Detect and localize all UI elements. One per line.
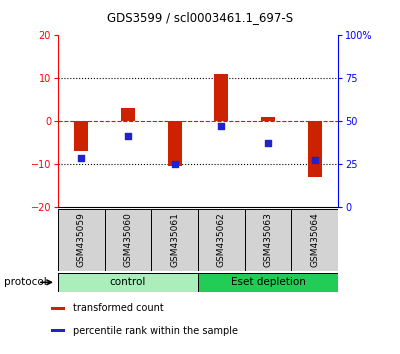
Text: percentile rank within the sample: percentile rank within the sample (73, 326, 238, 336)
Text: Eset depletion: Eset depletion (230, 277, 306, 287)
Bar (261, 117, 275, 121)
Bar (51, 307, 65, 310)
Point (172, 161, 178, 167)
Text: GSM435061: GSM435061 (170, 212, 179, 267)
Bar (214, 74, 228, 121)
Bar (74, 121, 88, 151)
Bar (245, 209, 291, 271)
Text: protocol: protocol (4, 277, 47, 287)
Bar (58, 209, 105, 271)
Bar (308, 121, 322, 177)
Text: control: control (110, 277, 146, 287)
Point (125, 133, 131, 139)
Text: GSM435062: GSM435062 (217, 212, 226, 267)
Text: GSM435060: GSM435060 (124, 212, 132, 267)
Bar (168, 121, 182, 166)
Point (78, 155, 84, 161)
Text: GSM435063: GSM435063 (264, 212, 272, 267)
Bar (198, 273, 338, 292)
Text: GDS3599 / scl0003461.1_697-S: GDS3599 / scl0003461.1_697-S (107, 11, 293, 24)
Bar (58, 273, 198, 292)
Text: transformed count: transformed count (73, 303, 164, 314)
Point (265, 140, 271, 145)
Text: GSM435059: GSM435059 (77, 212, 86, 267)
Bar (291, 209, 338, 271)
Bar (151, 209, 198, 271)
Point (312, 157, 318, 163)
Bar (51, 329, 65, 332)
Bar (105, 209, 151, 271)
Point (218, 123, 224, 129)
Bar (121, 108, 135, 121)
Bar (198, 209, 245, 271)
Text: GSM435064: GSM435064 (310, 212, 319, 267)
